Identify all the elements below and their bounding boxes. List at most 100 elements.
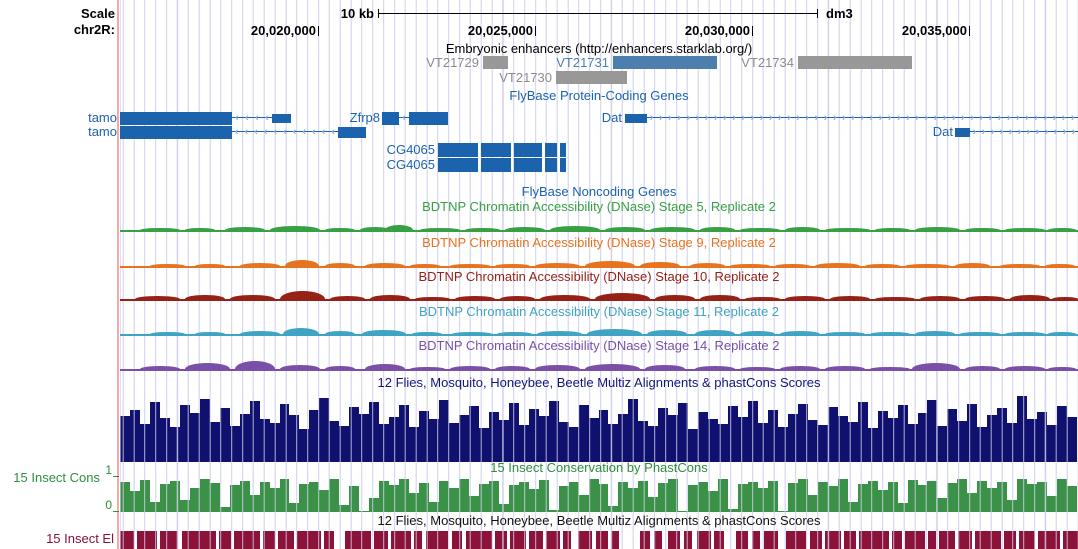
conserved-element[interactable] <box>654 531 662 549</box>
phastcons-bar <box>120 482 130 512</box>
conserved-element[interactable] <box>859 531 889 549</box>
conserved-element[interactable] <box>975 531 1001 549</box>
conserved-element[interactable] <box>939 531 955 549</box>
enhancer-item[interactable] <box>798 56 912 69</box>
conserved-element[interactable] <box>391 531 411 549</box>
gene-exon[interactable] <box>120 111 232 125</box>
enhancer-item[interactable] <box>613 56 717 69</box>
gene-exon[interactable] <box>409 111 448 125</box>
conserved-element[interactable] <box>510 531 526 549</box>
conserved-element[interactable] <box>786 531 806 549</box>
gene-exon[interactable] <box>481 143 511 157</box>
insect-elements-track-label[interactable]: 15 Insect El <box>46 531 114 546</box>
conserved-element[interactable] <box>640 531 650 549</box>
bdtnp-baseline-4[interactable] <box>120 369 1078 371</box>
conserved-element[interactable] <box>278 531 294 549</box>
bdtnp-baseline-2[interactable] <box>120 299 1078 301</box>
conserved-element[interactable] <box>466 531 492 549</box>
gene-exon[interactable] <box>545 158 557 172</box>
multiz-bar <box>758 423 768 462</box>
phastcons-bar <box>448 487 459 512</box>
conserved-element[interactable] <box>160 531 178 549</box>
conserved-element[interactable] <box>596 531 608 549</box>
conserved-element[interactable] <box>529 531 543 549</box>
multiz-bar <box>468 406 479 462</box>
conserved-element[interactable] <box>563 531 571 549</box>
conserved-element[interactable] <box>928 531 936 549</box>
gene-exon[interactable] <box>272 113 291 123</box>
conserved-element[interactable] <box>495 531 507 549</box>
gene-exon[interactable] <box>514 143 542 157</box>
conserved-element[interactable] <box>345 531 371 549</box>
gene-exon[interactable] <box>514 158 542 172</box>
strand-arrow-icon: › <box>658 112 663 124</box>
phastcons-bar <box>1047 496 1058 512</box>
conserved-element[interactable] <box>137 531 157 549</box>
conserved-element[interactable] <box>234 531 260 549</box>
conserved-element[interactable] <box>736 531 748 549</box>
conserved-element[interactable] <box>668 531 680 549</box>
strand-arrow-icon: › <box>915 112 919 124</box>
conserved-element[interactable] <box>452 531 462 549</box>
conserved-element[interactable] <box>810 531 822 549</box>
conserved-element[interactable] <box>825 531 841 549</box>
conserved-element[interactable] <box>1019 531 1035 549</box>
gene-exon[interactable] <box>438 143 478 157</box>
conserved-element[interactable] <box>905 531 925 549</box>
conserved-element[interactable] <box>414 531 422 549</box>
conserved-element[interactable] <box>324 531 334 549</box>
track-title-flybase-coding: FlyBase Protein-Coding Genes <box>509 88 689 103</box>
enhancer-item[interactable] <box>556 71 627 84</box>
conserved-element[interactable] <box>1063 531 1078 549</box>
gene-exon[interactable] <box>481 158 511 172</box>
conserved-element[interactable] <box>752 531 760 549</box>
gene-exon[interactable] <box>955 127 970 137</box>
enhancer-label: VT21734 <box>741 55 794 70</box>
conserved-element[interactable] <box>120 531 134 549</box>
conserved-element[interactable] <box>263 531 275 549</box>
bdtnp-baseline-3[interactable] <box>120 334 1078 336</box>
conserved-element[interactable] <box>219 531 231 549</box>
multiz-bar <box>628 399 639 462</box>
phastcons-track-label[interactable]: 15 Insect Cons <box>13 470 100 485</box>
multiz-bar <box>738 417 749 462</box>
gene-exon[interactable] <box>338 126 366 138</box>
phastcons-bar <box>1027 484 1038 512</box>
conserved-element[interactable] <box>374 531 388 549</box>
gene-exon[interactable] <box>625 113 647 123</box>
conserved-element[interactable] <box>297 531 321 549</box>
conserved-element[interactable] <box>1038 531 1060 549</box>
enhancer-item[interactable] <box>483 56 508 69</box>
gene-exon[interactable] <box>545 143 557 157</box>
conserved-element[interactable] <box>844 531 856 549</box>
conserved-element[interactable] <box>1004 531 1016 549</box>
conserved-element[interactable] <box>958 531 972 549</box>
multiz-bar <box>997 408 1008 462</box>
conserved-element[interactable] <box>182 531 216 549</box>
multiz-bars[interactable] <box>120 396 1078 462</box>
conserved-element[interactable] <box>546 531 560 549</box>
conserved-element[interactable] <box>611 531 619 549</box>
phastcons-bar <box>628 488 639 512</box>
phastcons-bars[interactable] <box>120 477 1078 512</box>
conserved-element[interactable] <box>697 531 711 549</box>
gene-exon[interactable] <box>560 143 566 157</box>
multiz-bar <box>1017 396 1028 462</box>
conserved-element[interactable] <box>764 531 778 549</box>
gene-exon[interactable] <box>120 125 232 139</box>
conserved-element[interactable] <box>578 531 592 549</box>
conserved-element[interactable] <box>684 531 692 549</box>
strand-arrow-icon: › <box>979 112 984 124</box>
gene-exon[interactable] <box>438 158 478 172</box>
gene-exon[interactable] <box>382 111 399 125</box>
bdtnp-signal-bump <box>605 227 645 230</box>
gene-exon[interactable] <box>560 158 566 172</box>
bdtnp-baseline-0[interactable] <box>120 230 1078 232</box>
conserved-element[interactable] <box>426 531 448 549</box>
bdtnp-baseline-1[interactable] <box>120 266 1078 268</box>
bdtnp-signal-bump <box>865 264 900 266</box>
conserved-element[interactable] <box>892 531 902 549</box>
conserved-element[interactable] <box>714 531 724 549</box>
bdtnp-signal-bump <box>412 332 442 334</box>
phastcons-bar <box>648 497 659 512</box>
